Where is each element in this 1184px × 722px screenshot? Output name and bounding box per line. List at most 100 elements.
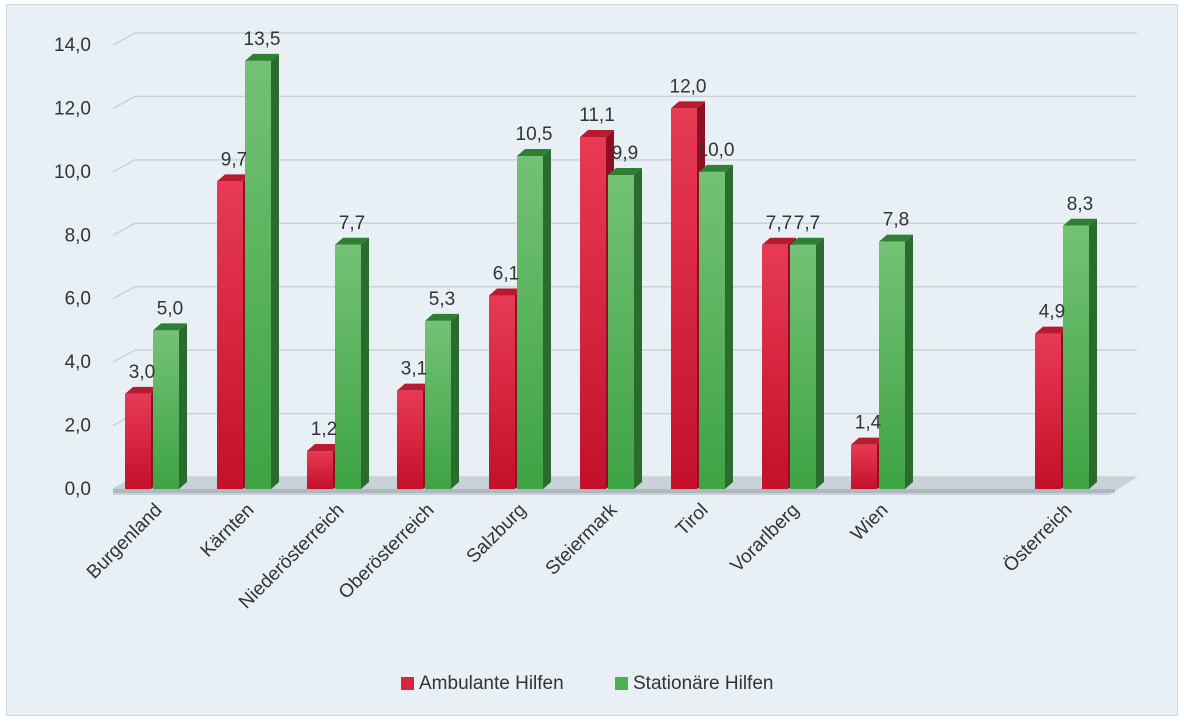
bar — [762, 244, 788, 489]
bar-side — [179, 323, 187, 489]
data-label: 10,0 — [698, 140, 735, 161]
bar-top — [608, 168, 642, 176]
bar-side — [451, 313, 459, 489]
data-label: 8,3 — [1067, 194, 1093, 215]
y-tick-label: 12,0 — [54, 98, 91, 119]
legend: Ambulante Hilfen Stationäre Hilfen — [401, 673, 773, 694]
bar — [307, 450, 333, 489]
data-label: 7,8 — [883, 210, 909, 231]
legend-label: Ambulante Hilfen — [419, 673, 564, 694]
bar-top — [425, 313, 459, 321]
bar-side — [816, 237, 824, 489]
gridline — [112, 32, 1137, 46]
y-tick-label: 14,0 — [54, 35, 91, 56]
data-label: 9,7 — [221, 149, 247, 170]
bar-top — [397, 383, 431, 391]
bar — [580, 136, 606, 489]
gridline — [112, 222, 1137, 236]
bar — [153, 330, 179, 489]
legend-swatch — [401, 677, 414, 690]
y-tick-label: 2,0 — [65, 416, 91, 437]
x-tick-label: Salzburg — [463, 500, 531, 568]
data-label: 3,1 — [401, 359, 427, 380]
data-label: 1,4 — [855, 413, 882, 434]
y-tick-label: 8,0 — [65, 225, 91, 246]
bar — [125, 393, 151, 489]
chart-frame: 0,0 2,0 4,0 6,0 8,0 10,0 12,0 14,0 3,0 5,0 9,7 13,… — [6, 4, 1178, 716]
y-tick-label: 10,0 — [54, 162, 91, 183]
data-label: 1,2 — [311, 419, 337, 440]
bar-side — [361, 237, 369, 489]
data-label: 6,1 — [493, 264, 519, 285]
x-tick-label: Wien — [847, 500, 892, 545]
bar-chart: 0,0 2,0 4,0 6,0 8,0 10,0 12,0 14,0 3,0 5,0 9,7 13,… — [54, 29, 1137, 694]
bar-top — [1035, 326, 1069, 334]
bar-side — [543, 149, 551, 489]
bar-top — [153, 323, 187, 331]
x-axis: Burgenland KärntenNiederösterreichOberöst… — [83, 499, 1077, 613]
legend-swatch — [615, 677, 628, 690]
x-tick-label: Tirol — [672, 500, 712, 540]
y-axis: 0,0 2,0 4,0 6,0 8,0 10,0 12,0 14,0 — [54, 35, 91, 500]
gridline — [112, 159, 1137, 173]
bar-top — [517, 149, 551, 156]
x-tick-label: Vorarlberg — [727, 500, 804, 577]
bar — [489, 295, 515, 489]
bar-side — [725, 164, 733, 489]
y-tick-label: 6,0 — [65, 289, 91, 310]
data-label: 3,0 — [129, 362, 155, 383]
bar — [397, 390, 423, 489]
bar-top — [699, 164, 733, 172]
x-tick-label: Österreich — [1000, 500, 1077, 577]
bar-top — [335, 237, 369, 245]
bar — [851, 444, 877, 489]
data-label: 10,5 — [516, 124, 553, 145]
bar-side — [271, 53, 279, 489]
x-tick-label: Kärnten — [197, 500, 259, 562]
bar-top — [489, 288, 523, 296]
y-tick-label: 4,0 — [65, 352, 91, 373]
data-label: 7,7 — [339, 213, 365, 234]
bar — [1063, 225, 1089, 489]
bar — [1035, 333, 1061, 489]
bar-top — [1063, 218, 1097, 226]
bar — [335, 244, 361, 489]
bar — [671, 108, 697, 489]
gridline — [112, 95, 1137, 110]
bar-top — [851, 437, 885, 445]
x-tick-label: Oberösterreich — [335, 500, 439, 604]
bar-top — [580, 129, 614, 137]
data-label: 13,5 — [244, 29, 281, 50]
bar-side — [905, 234, 913, 489]
data-label: 5,3 — [429, 289, 455, 310]
data-label: 7,7 — [794, 213, 820, 234]
bar — [608, 175, 634, 489]
bar — [517, 156, 543, 489]
bar — [425, 320, 451, 489]
bar-top — [307, 443, 341, 451]
legend-label: Stationäre Hilfen — [633, 673, 773, 694]
bar — [699, 171, 725, 489]
bar — [879, 241, 905, 489]
bar-top — [790, 237, 824, 245]
bar-side — [634, 168, 642, 489]
bar-top — [245, 53, 279, 61]
x-tick-label: Steiermark — [542, 499, 622, 579]
data-label: 9,9 — [612, 143, 638, 164]
data-label: 7,7 — [766, 213, 792, 234]
bar — [217, 181, 243, 489]
bar-top — [879, 234, 913, 242]
bars — [125, 53, 1097, 489]
bar — [245, 60, 271, 489]
data-label: 5,0 — [157, 298, 183, 319]
bar-top — [125, 386, 159, 394]
data-label: 12,0 — [670, 76, 707, 97]
bar-side — [1089, 218, 1097, 489]
bar-top — [671, 101, 705, 109]
data-labels: 3,0 5,0 9,7 13,5 1,2 7,7 3,1 5,3 6,1 10,5 11,1 9,9 1… — [129, 29, 1093, 440]
grid-layer — [112, 32, 1137, 490]
bar — [790, 244, 816, 489]
data-label: 4,9 — [1039, 302, 1065, 323]
y-tick-label: 0,0 — [65, 479, 91, 500]
data-label: 11,1 — [579, 105, 615, 126]
